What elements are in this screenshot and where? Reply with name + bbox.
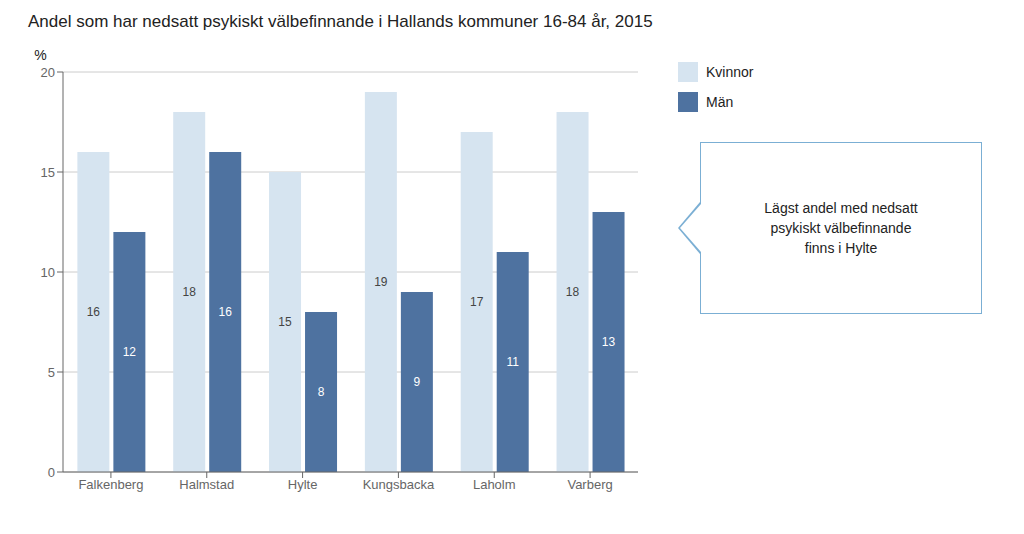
svg-text:11: 11 [506,355,519,369]
svg-text:12: 12 [123,345,137,359]
svg-text:0: 0 [48,465,55,480]
html-text:Lägst andel med nedsatt: Lägst andel med nedsatt [764,200,918,216]
svg-text:17: 17 [470,295,484,309]
svg-text:Varberg: Varberg [567,477,612,492]
svg-text:13: 13 [602,335,616,349]
svg-text:15: 15 [278,315,292,329]
svg-text:9: 9 [414,375,421,389]
svg-text:15: 15 [41,165,55,180]
svg-text:10: 10 [41,265,55,280]
html-text:psykiskt välbefinnande: psykiskt välbefinnande [770,220,912,236]
svg-text:Halmstad: Halmstad [179,477,234,492]
svg-text:8: 8 [318,385,325,399]
html-text:Män: Män [706,94,734,110]
svg-text:Kungsbacka: Kungsbacka [363,477,435,492]
html-text:Kvinnor: Kvinnor [706,64,754,80]
svg-text:Laholm: Laholm [473,477,516,492]
svg-text:%: % [34,47,46,63]
svg-text:Hylte: Hylte [288,477,318,492]
svg-text:16: 16 [87,305,101,319]
svg-text:20: 20 [41,65,55,80]
svg-text:5: 5 [48,365,55,380]
svg-text:18: 18 [566,285,580,299]
svg-text:16: 16 [219,305,233,319]
svg-text:Falkenberg: Falkenberg [78,477,143,492]
html-text:Andel som har nedsatt psykiskt: Andel som har nedsatt psykiskt välbefinn… [28,12,653,31]
svg-text:19: 19 [374,275,388,289]
html-text:finns i Hylte: finns i Hylte [804,240,878,256]
svg-text:18: 18 [183,285,197,299]
